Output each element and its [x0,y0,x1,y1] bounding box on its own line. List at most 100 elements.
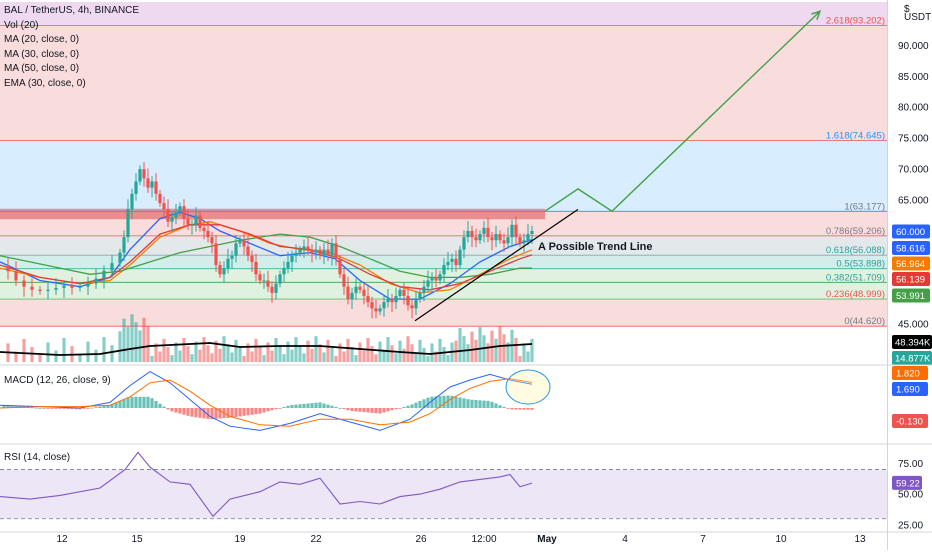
candle-body [438,274,442,281]
candle-body [46,289,50,292]
candle-body [230,255,234,259]
macd-histogram-bar [86,408,90,409]
macd-histogram-bar [334,406,338,408]
rsi-line [0,451,533,518]
macd-pane-title[interactable]: MACD (12, 26, close, 9) [4,375,111,386]
macd-histogram-bar [282,406,286,408]
volume-bar [458,328,462,362]
macd-histogram-bar [298,404,302,408]
macd-histogram-bar [458,397,462,408]
volume-bar [38,355,42,362]
macd-signal-line [0,378,533,427]
candle-body [498,234,502,241]
macd-histogram-bar [190,408,194,417]
candle-body [146,178,150,188]
volume-bar [354,355,358,362]
candle-body [182,206,186,219]
macd-histogram-bar [390,408,394,411]
macd-histogram-bar [454,396,458,408]
volume-bar [478,327,482,362]
price-badge-label: 56.139 [896,275,925,286]
volume-bar [210,353,214,362]
macd-histogram-bar [326,404,330,408]
volume-bar [334,356,338,362]
macd-histogram-bar [302,403,306,408]
macd-histogram-bar [342,408,346,410]
candle-body [362,289,366,296]
legend-ema30[interactable]: EMA (30, close, 0) [4,77,86,89]
candle-body [30,286,34,290]
price-badge [892,288,930,303]
candle-body [198,215,202,228]
candle-body [314,249,318,253]
candle-body [294,252,298,256]
candle-body [430,277,434,281]
macd-histogram-bar [106,405,110,408]
volume-bar [322,352,326,362]
candle-body [206,230,210,238]
macd-histogram-bar [118,401,122,408]
volume-bar [194,341,198,362]
time-tick-label: May [537,534,557,545]
volume-bar [158,351,162,362]
candle-body [126,209,130,238]
macd-line [0,371,533,431]
legend-ma50[interactable]: MA (50, close, 0) [4,63,80,75]
macd-histogram-bar [30,407,34,409]
macd-histogram-bar [158,403,162,408]
candle-body [166,209,170,222]
candle-body [482,227,486,235]
time-tick-label: 12:00 [471,534,496,545]
macd-histogram-bar [138,396,142,408]
price-tick-label: 90.000 [898,41,929,52]
chart-title[interactable]: BAL / TetherUS, 4h, BINANCE [4,5,140,16]
volume-bar [506,342,510,362]
candle-body [450,258,454,262]
volume-bar [386,337,390,362]
candle-body [154,181,158,194]
candle-body [186,218,190,225]
volume-bar [86,341,90,362]
volume-badge-label: 48.394K [895,338,931,349]
volume-bar [394,353,398,362]
volume-bar [514,337,518,362]
macd-histogram-bar [166,408,170,410]
volume-bar [330,347,334,362]
macd-histogram-bar [246,408,250,416]
macd-histogram-bar [218,408,222,419]
macd-histogram-bar [482,400,486,408]
macd-histogram-bar [470,399,474,408]
macd-histogram-bar [406,405,410,408]
volume-bar [170,355,174,362]
volume-bar [302,353,306,362]
price-tick-label: 65.000 [898,196,929,207]
macd-histogram-bar [278,408,282,409]
price-badge-label: 53.991 [896,291,925,302]
candle-body [190,224,194,226]
volume-bar [102,337,106,362]
macd-histogram-bar [394,408,398,410]
macd-histogram-bar [186,408,190,416]
volume-bar [442,347,446,362]
volume-badge [892,335,932,349]
legend-vol[interactable]: Vol (20) [4,19,39,31]
volume-bar [446,355,450,362]
volume-bar [154,343,158,362]
volume-bar [414,352,418,362]
volume-bar [226,344,230,362]
volume-bar [62,338,66,362]
candle-body [238,240,242,244]
rsi-pane-title[interactable]: RSI (14, close) [4,452,71,463]
macd-histogram-bar [42,408,46,409]
macd-histogram-bar [194,408,198,418]
fib-level-label: 0.382(51.709) [826,272,885,283]
candle-body [274,283,278,293]
legend-ma30[interactable]: MA (30, close, 0) [4,48,80,60]
macd-histogram-bar [178,408,182,414]
price-tick-label: 45.000 [898,319,929,330]
legend-ma20[interactable]: MA (20, close, 0) [4,34,80,46]
price-tick-label: 75.000 [898,134,929,145]
candle-body [266,280,270,287]
